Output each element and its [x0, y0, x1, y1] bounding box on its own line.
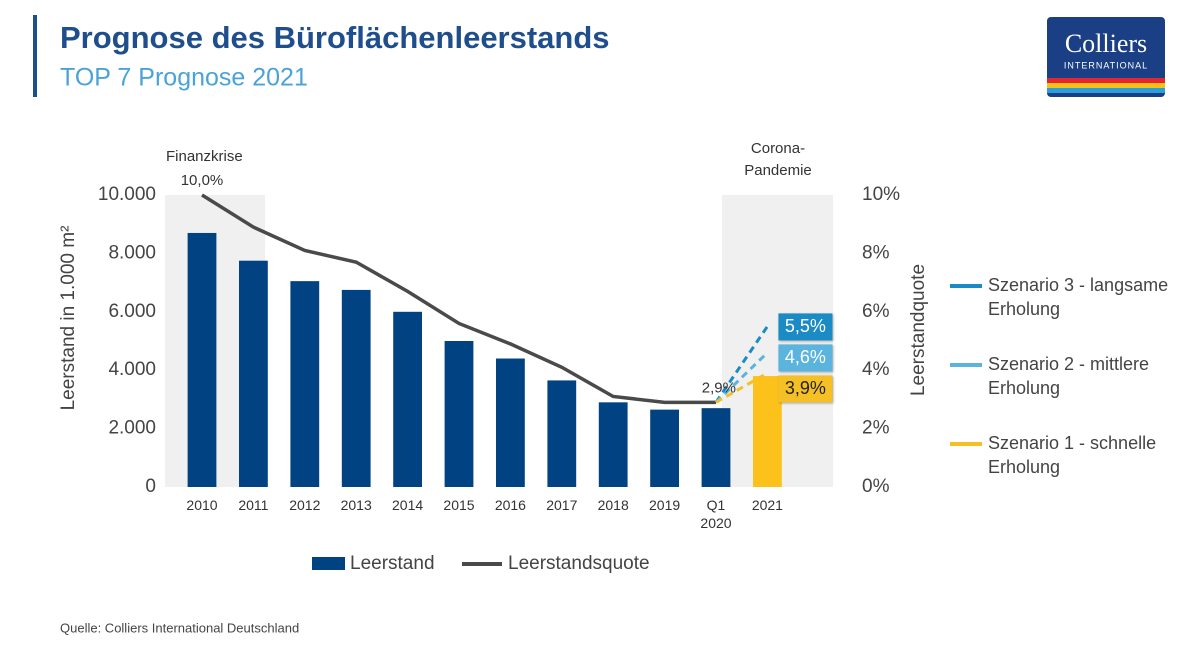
- logo-stripe: [1047, 78, 1165, 83]
- logo-stripe: [1047, 83, 1165, 88]
- legend-label: Leerstand: [350, 553, 435, 574]
- bar: [598, 402, 628, 487]
- bar: [496, 358, 525, 487]
- y2-tick-label: 2%: [862, 418, 890, 439]
- annotation: Corona-Pandemie: [744, 140, 812, 179]
- value-label-box: [778, 375, 833, 403]
- logo: Colliers INTERNATIONAL: [1047, 17, 1165, 97]
- bar: [547, 380, 577, 487]
- x-tick-label: Q1 2020: [700, 497, 732, 531]
- value-label: 5,5%: [785, 316, 826, 336]
- x-tick-label: 2018: [597, 497, 629, 513]
- accent-bar: [33, 15, 37, 97]
- y-tick-label: 8.000: [108, 242, 156, 263]
- y-tick-label: 0: [145, 476, 156, 497]
- logo-box: [1047, 17, 1165, 97]
- y2-axis-label: Leerstandquote: [908, 264, 929, 396]
- x-tick-label: 2011: [238, 497, 269, 513]
- line: [201, 193, 716, 405]
- value-label: 3,9%: [785, 378, 826, 398]
- legend-swatch: [312, 557, 345, 570]
- bar: [290, 281, 320, 487]
- y-axis-label: Leerstand in 1.000 m²: [58, 226, 79, 411]
- value-label: 4,6%: [785, 347, 826, 367]
- scenario-line: [714, 325, 769, 404]
- logo-name: Colliers: [1065, 29, 1147, 58]
- x-tick-label: 2012: [289, 497, 321, 513]
- x-tick-label: 2015: [443, 497, 475, 513]
- source: Quelle: Colliers International Deutschla…: [60, 620, 299, 635]
- y-tick-label: 2.000: [108, 418, 156, 439]
- logo-stripe: [1047, 88, 1165, 93]
- y2-tick-label: 0%: [862, 476, 890, 497]
- bar: [393, 311, 422, 487]
- legend-label: Szenario 3 - langsame Erholung: [988, 275, 1169, 319]
- x-tick-label: 2017: [546, 497, 578, 513]
- y2-tick-label: 10%: [862, 184, 900, 205]
- scenario-line: [715, 371, 769, 404]
- value-label: 2,9%: [702, 379, 736, 396]
- title: Prognose des Büroflächenleerstands: [60, 20, 610, 55]
- annotation: Finanzkrise: [166, 148, 243, 165]
- y2-tick-label: 8%: [862, 242, 890, 263]
- value-label-box: [778, 344, 833, 372]
- x-tick-label: 2019: [649, 497, 681, 513]
- x-tick-label: 2014: [392, 497, 424, 513]
- logo-sub: INTERNATIONAL: [1064, 60, 1148, 70]
- x-tick-label: 2013: [340, 497, 372, 513]
- bar: [187, 232, 217, 487]
- value-label-box: [778, 313, 833, 341]
- x-tick-label: 2016: [494, 497, 526, 513]
- y2-tick-label: 6%: [862, 301, 890, 322]
- bar: [701, 408, 731, 487]
- legend-label: Szenario 1 - schnelle Erholung: [988, 433, 1157, 477]
- y-tick-label: 4.000: [108, 359, 156, 380]
- legend-label: Szenario 2 - mittlere Erholung: [988, 354, 1150, 398]
- bar: [444, 341, 474, 487]
- x-tick-label: 2010: [186, 497, 218, 513]
- y2-tick-label: 4%: [862, 359, 890, 380]
- y-tick-label: 10.000: [98, 184, 156, 205]
- value-label: 10,0%: [181, 172, 224, 189]
- bar: [753, 376, 782, 487]
- legend-label: Leerstandsquote: [508, 553, 650, 574]
- y-tick-label: 6.000: [108, 301, 156, 322]
- bar: [650, 409, 679, 487]
- subtitle: TOP 7 Prognose 2021: [60, 64, 308, 92]
- bar: [341, 289, 371, 487]
- x-tick-label: 2021: [751, 497, 783, 513]
- bar: [239, 260, 268, 487]
